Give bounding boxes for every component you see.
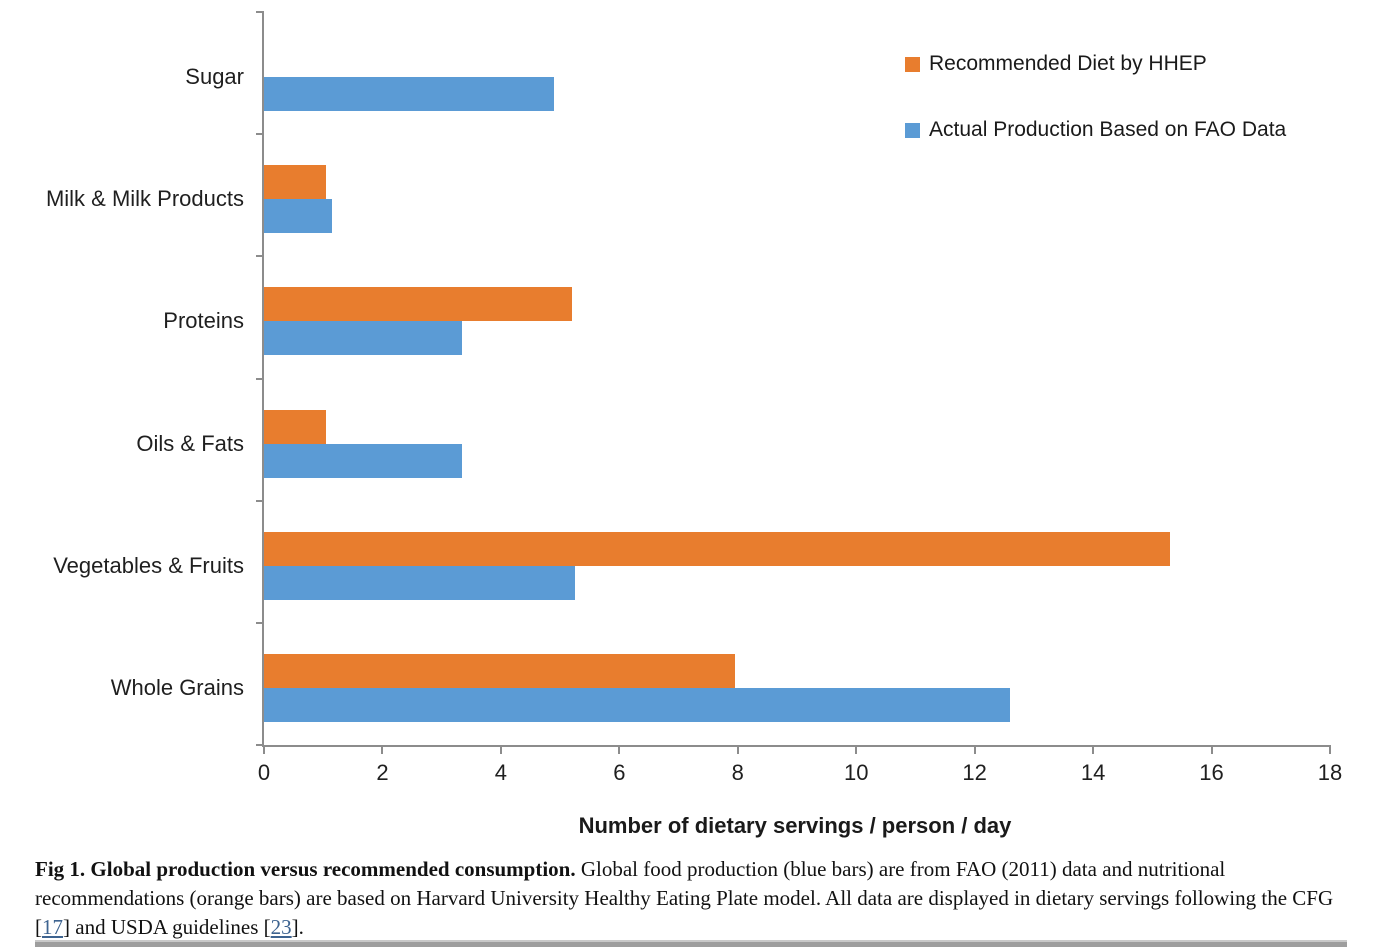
y-axis-tick (256, 377, 264, 380)
legend-swatch-blue-icon (905, 122, 920, 138)
y-axis-tick (256, 11, 264, 13)
x-axis-tick-4 (499, 745, 502, 754)
category-label-whole-grains: Whole Grains (110, 674, 244, 700)
bar-actual-production-based-on-fao-data-milk-milk-products (264, 199, 333, 234)
legend-entry-actual-production: Actual Production Based on FAO Data (905, 118, 1286, 142)
legend-label-actual-production: Actual Production Based on FAO Data (929, 118, 1287, 141)
legend-label-recommended-diet: Recommended Diet by HHEP (929, 52, 1207, 75)
x-axis-tick-10 (855, 745, 858, 754)
bar-actual-production-based-on-fao-data-proteins (264, 321, 463, 356)
x-axis-tick-12 (973, 745, 976, 754)
caption-text-1: Global food production (blue bars) are f… (35, 857, 1334, 939)
x-axis-tick-8 (736, 745, 739, 754)
x-axis-tick-label-0: 0 (257, 760, 271, 785)
bar-recommended-diet-by-hhep-vegetables-fruits (264, 531, 1171, 566)
category-label-milk-milk-products: Milk & Milk Products (45, 186, 244, 212)
figure-caption: Fig 1. Global production versus recommen… (35, 855, 1345, 942)
bar-actual-production-based-on-fao-data-vegetables-fruits (264, 565, 575, 600)
reference-link-17[interactable]: 17 (42, 915, 63, 939)
x-axis-tick-0 (263, 745, 265, 754)
caption-text-3: ]. (291, 915, 304, 939)
x-axis-tick-18 (1329, 745, 1331, 754)
bar-recommended-diet-by-hhep-whole-grains (264, 653, 735, 688)
caption-title: Fig 1. Global production versus recommen… (35, 857, 576, 881)
x-axis-tick-label-14: 14 (1080, 760, 1106, 785)
y-axis-tick (256, 744, 264, 746)
x-axis-tick-16 (1210, 745, 1213, 754)
y-axis-tick (256, 255, 264, 258)
bar-actual-production-based-on-fao-data-sugar (264, 77, 555, 112)
bar-actual-production-based-on-fao-data-whole-grains (264, 687, 1011, 722)
x-axis-tick-6 (618, 745, 621, 754)
plot-area: 0 2 4 6 8 10 12 14 16 18 (256, 11, 1342, 785)
x-axis-tick-label-12: 12 (962, 760, 987, 785)
legend-entry-recommended-diet: Recommended Diet by HHEP (905, 52, 1207, 76)
reference-link-23[interactable]: 23 (270, 915, 292, 939)
category-label-oils-fats: Oils & Fats (136, 430, 244, 456)
x-axis-tick-2 (381, 745, 384, 754)
category-label-vegetables-fruits: Vegetables & Fruits (53, 552, 244, 578)
bar-recommended-diet-by-hhep-proteins (264, 287, 572, 322)
y-axis-tick (256, 621, 264, 624)
bar-recommended-diet-by-hhep-oils-fats (264, 409, 327, 444)
y-axis-tick (256, 499, 264, 502)
x-axis-tick-label-10: 10 (843, 760, 869, 785)
x-axis-title: Number of dietary servings / person / da… (578, 813, 1012, 838)
y-axis-tick (256, 133, 264, 136)
x-axis-tick-label-18: 18 (1317, 760, 1343, 785)
x-axis-tick-label-4: 4 (494, 760, 507, 785)
bar-actual-production-based-on-fao-data-oils-fats (264, 443, 463, 478)
category-label-sugar: Sugar (185, 64, 244, 90)
x-axis-tick-14 (1092, 745, 1095, 754)
bottom-divider (35, 940, 1347, 947)
caption-text-2: ] and USDA guidelines [ (63, 915, 271, 939)
x-axis-tick-label-8: 8 (731, 760, 744, 785)
bar-recommended-diet-by-hhep-milk-milk-products (264, 165, 327, 200)
category-label-proteins: Proteins (163, 308, 244, 334)
legend-swatch-orange-icon (905, 56, 920, 72)
x-axis-tick-label-2: 2 (376, 760, 389, 785)
x-axis-tick-label-6: 6 (613, 760, 626, 785)
x-axis-tick-label-16: 16 (1199, 760, 1224, 785)
